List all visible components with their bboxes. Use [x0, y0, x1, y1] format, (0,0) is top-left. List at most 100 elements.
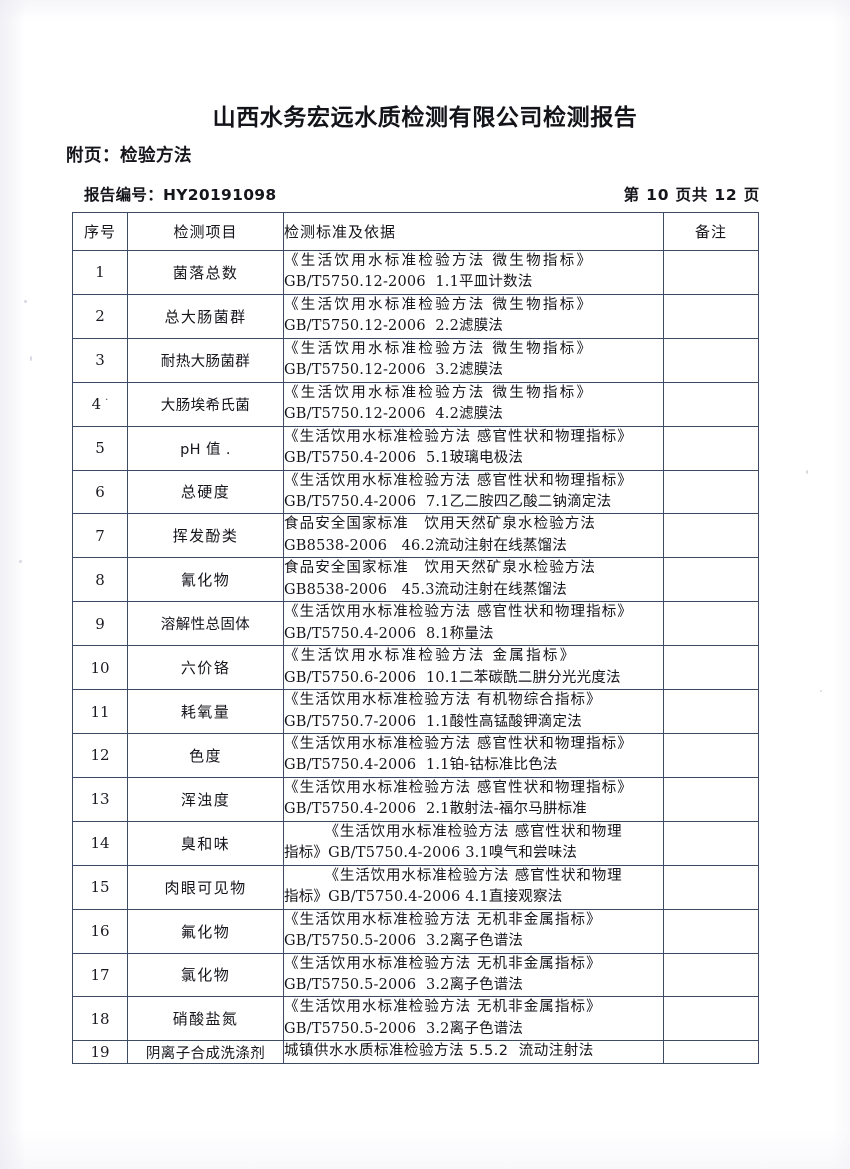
row-number: 14: [72, 820, 128, 866]
standard-line-primary: 食品安全国家标准 饮用天然矿泉水检验方法: [284, 560, 596, 577]
test-item-name: 氯化物: [127, 952, 284, 998]
row-number: 1: [72, 250, 128, 295]
test-standard-basis: 《生活饮用水标准检验方法 无机非金属指标》 GB/T5750.5-2006 3.2…: [283, 996, 664, 1042]
remark-cell: [663, 732, 759, 778]
scan-speck: [30, 356, 32, 361]
row-number: 4 ·: [72, 381, 128, 427]
standard-line-primary: 《生活饮用水标准检验方法 感官性状和物理: [324, 867, 623, 884]
remark-cell: [663, 776, 759, 822]
standard-line-secondary: GB/T5750.4-2006 5.1玻璃电极法: [284, 450, 524, 467]
column-header-remark: 备注: [663, 212, 759, 251]
test-item-name: 硝酸盐氮: [127, 996, 284, 1042]
standard-line-primary: 《生活饮用水标准检验方法 微生物指标》: [284, 340, 594, 357]
remark-cell: [663, 1040, 759, 1064]
table-row: 18 硝酸盐氮 《生活饮用水标准检验方法 无机非金属指标》 GB/T5750.5-20…: [72, 996, 759, 1042]
test-item-name: pH 值 .: [127, 425, 284, 471]
row-number: 15: [72, 864, 128, 910]
test-standard-basis: 《生活饮用水标准检验方法 微生物指标》 GB/T5750.12-2006 2.2滤…: [283, 293, 664, 339]
test-item-name: 菌落总数: [127, 250, 284, 295]
standard-line-secondary: GB/T5750.7-2006 1.1酸性高锰酸钾滴定法: [284, 713, 582, 730]
remark-cell: [663, 996, 759, 1042]
row-number: 12: [72, 732, 128, 778]
standard-line-primary: 《生活饮用水标准检验方法 无机非金属指标》: [284, 955, 602, 972]
standard-line-primary: 《生活饮用水标准检验方法 感官性状和物理指标》: [284, 779, 633, 796]
standard-line-primary: 《生活饮用水标准检验方法 有机物综合指标》: [284, 692, 602, 709]
scan-ink-dot: ·: [105, 395, 109, 407]
standard-line-primary: 《生活饮用水标准检验方法 微生物指标》: [284, 253, 594, 269]
remark-cell: [663, 689, 759, 734]
test-standard-basis: 《生活饮用水标准检验方法 感官性状和物理指标》 GB/T5750.4-2006 8…: [283, 601, 664, 647]
row-number: 7: [72, 513, 128, 559]
remark-cell: [663, 381, 759, 427]
table-row: 15 肉眼可见物 《生活饮用水标准检验方法 感官性状和物理 指标》GB/T5750.4…: [72, 864, 759, 910]
remark-cell: [663, 293, 759, 339]
remark-cell: [663, 952, 759, 998]
standard-line-primary: 《生活饮用水标准检验方法 感官性状和物理指标》: [284, 472, 633, 489]
table-header-row: 序号 检测项目 检测标准及依据 备注: [72, 212, 759, 251]
scan-speck: [24, 300, 27, 303]
remark-cell: [663, 250, 759, 295]
standard-line-primary: 《生活饮用水标准检验方法 无机非金属指标》: [284, 911, 602, 928]
column-header-item: 检测项目: [127, 212, 284, 251]
standard-line-secondary: 指标》GB/T5750.4-2006 4.1直接观察法: [284, 889, 563, 906]
test-item-name: 总硬度: [127, 469, 284, 515]
column-header-no: 序号: [72, 212, 128, 251]
test-item-name: 色度: [127, 732, 284, 778]
test-standard-basis: 《生活饮用水标准检验方法 感官性状和物理指标》 GB/T5750.4-2006 5…: [283, 425, 664, 471]
row-number: 8: [72, 557, 128, 603]
standard-line-primary: 《生活饮用水标准检验方法 感官性状和物理指标》: [284, 735, 633, 752]
table-row: 7 挥发酚类 食品安全国家标准 饮用天然矿泉水检验方法 GB8538-2006 46.…: [72, 513, 759, 559]
standard-line-secondary: GB/T5750.5-2006 3.2离子色谱法: [284, 933, 524, 950]
standard-line-secondary: GB/T5750.12-2006 2.2滤膜法: [284, 318, 504, 335]
standard-line-secondary: GB/T5750.5-2006 3.2离子色谱法: [284, 1020, 524, 1037]
standard-line-secondary: GB8538-2006 45.3流动注射在线蒸馏法: [284, 581, 567, 598]
table-row: 13 浑浊度 《生活饮用水标准检验方法 感官性状和物理指标》 GB/T5750.4-2…: [72, 776, 759, 822]
test-item-name: 氟化物: [127, 908, 284, 954]
test-standard-basis: 《生活饮用水标准检验方法 微生物指标》 GB/T5750.12-2006 3.2滤…: [283, 337, 664, 383]
standard-line-primary: 《生活饮用水标准检验方法 感官性状和物理指标》: [284, 604, 633, 621]
standard-line-secondary: GB/T5750.5-2006 3.2离子色谱法: [284, 976, 524, 993]
scan-speck: [19, 560, 22, 563]
remark-cell: [663, 864, 759, 910]
page-indicator: 第 10 页共 12 页: [623, 186, 760, 204]
table-body: 1 菌落总数 《生活饮用水标准检验方法 微生物指标》 GB/T5750.12-2006…: [72, 250, 759, 1064]
column-header-standard: 检测标准及依据: [283, 212, 664, 251]
standard-line-secondary: 指标》GB/T5750.4-2006 3.1嗅气和尝味法: [284, 845, 578, 862]
test-item-name: 浑浊度: [127, 776, 284, 822]
table-row: 19 阴离子合成洗涤剂 城镇供水水质标准检验方法 5.5.2 流动注射法: [72, 1040, 759, 1064]
test-standard-basis: 城镇供水水质标准检验方法 5.5.2 流动注射法: [283, 1040, 664, 1064]
remark-cell: [663, 557, 759, 603]
row-number: 19: [72, 1040, 128, 1064]
row-number: 10: [72, 645, 128, 691]
test-standard-basis: 《生活饮用水标准检验方法 感官性状和物理指标》GB/T5750.4-2006 4…: [283, 864, 664, 910]
test-item-name: 氰化物: [127, 557, 284, 603]
standard-line-primary: 《生活饮用水标准检验方法 微生物指标》: [284, 384, 594, 401]
table-row: 12 色度 《生活饮用水标准检验方法 感官性状和物理指标》 GB/T5750.4-20…: [72, 732, 759, 778]
remark-cell: [663, 601, 759, 647]
test-item-name: 溶解性总固体: [127, 601, 284, 647]
row-number: 5: [72, 425, 128, 471]
standard-line-primary: 食品安全国家标准 饮用天然矿泉水检验方法: [284, 516, 596, 533]
test-standard-basis: 《生活饮用水标准检验方法 金属指标》 GB/T5750.6-2006 10.1二苯…: [283, 645, 664, 691]
standard-line-secondary: GB/T5750.4-2006 1.1铂-钴标准比色法: [284, 757, 558, 774]
table-row: 9 溶解性总固体 《生活饮用水标准检验方法 感官性状和物理指标》 GB/T5750.4…: [72, 601, 759, 647]
row-number: 11: [72, 689, 128, 734]
table-row: 11 耗氧量 《生活饮用水标准检验方法 有机物综合指标》 GB/T5750.7-200…: [72, 689, 759, 734]
test-item-name: 总大肠菌群: [127, 293, 284, 339]
scan-speck: [806, 470, 808, 474]
standard-line-secondary: GB/T5750.12-2006 4.2滤膜法: [284, 406, 504, 423]
test-standard-basis: 《生活饮用水标准检验方法 微生物指标》 GB/T5750.12-2006 4.2滤…: [283, 381, 664, 427]
table-row: 1 菌落总数 《生活饮用水标准检验方法 微生物指标》 GB/T5750.12-2006…: [72, 250, 759, 295]
remark-cell: [663, 645, 759, 691]
remark-cell: [663, 908, 759, 954]
attachment-label: 附页：检验方法: [66, 146, 192, 166]
standard-line-secondary: GB/T5750.12-2006 1.1平皿计数法: [284, 274, 533, 291]
row-number: 13: [72, 776, 128, 822]
test-item-name: 耗氧量: [127, 689, 284, 734]
standard-line-primary: 《生活饮用水标准检验方法 感官性状和物理: [324, 823, 623, 840]
report-meta-row: 报告编号：HY20191098 第 10 页共 12 页: [84, 183, 760, 205]
standard-line-primary: 《生活饮用水标准检验方法 微生物指标》: [284, 296, 594, 313]
table-row: 8 氰化物 食品安全国家标准 饮用天然矿泉水检验方法 GB8538-2006 45.3…: [72, 557, 759, 603]
remark-cell: [663, 513, 759, 559]
